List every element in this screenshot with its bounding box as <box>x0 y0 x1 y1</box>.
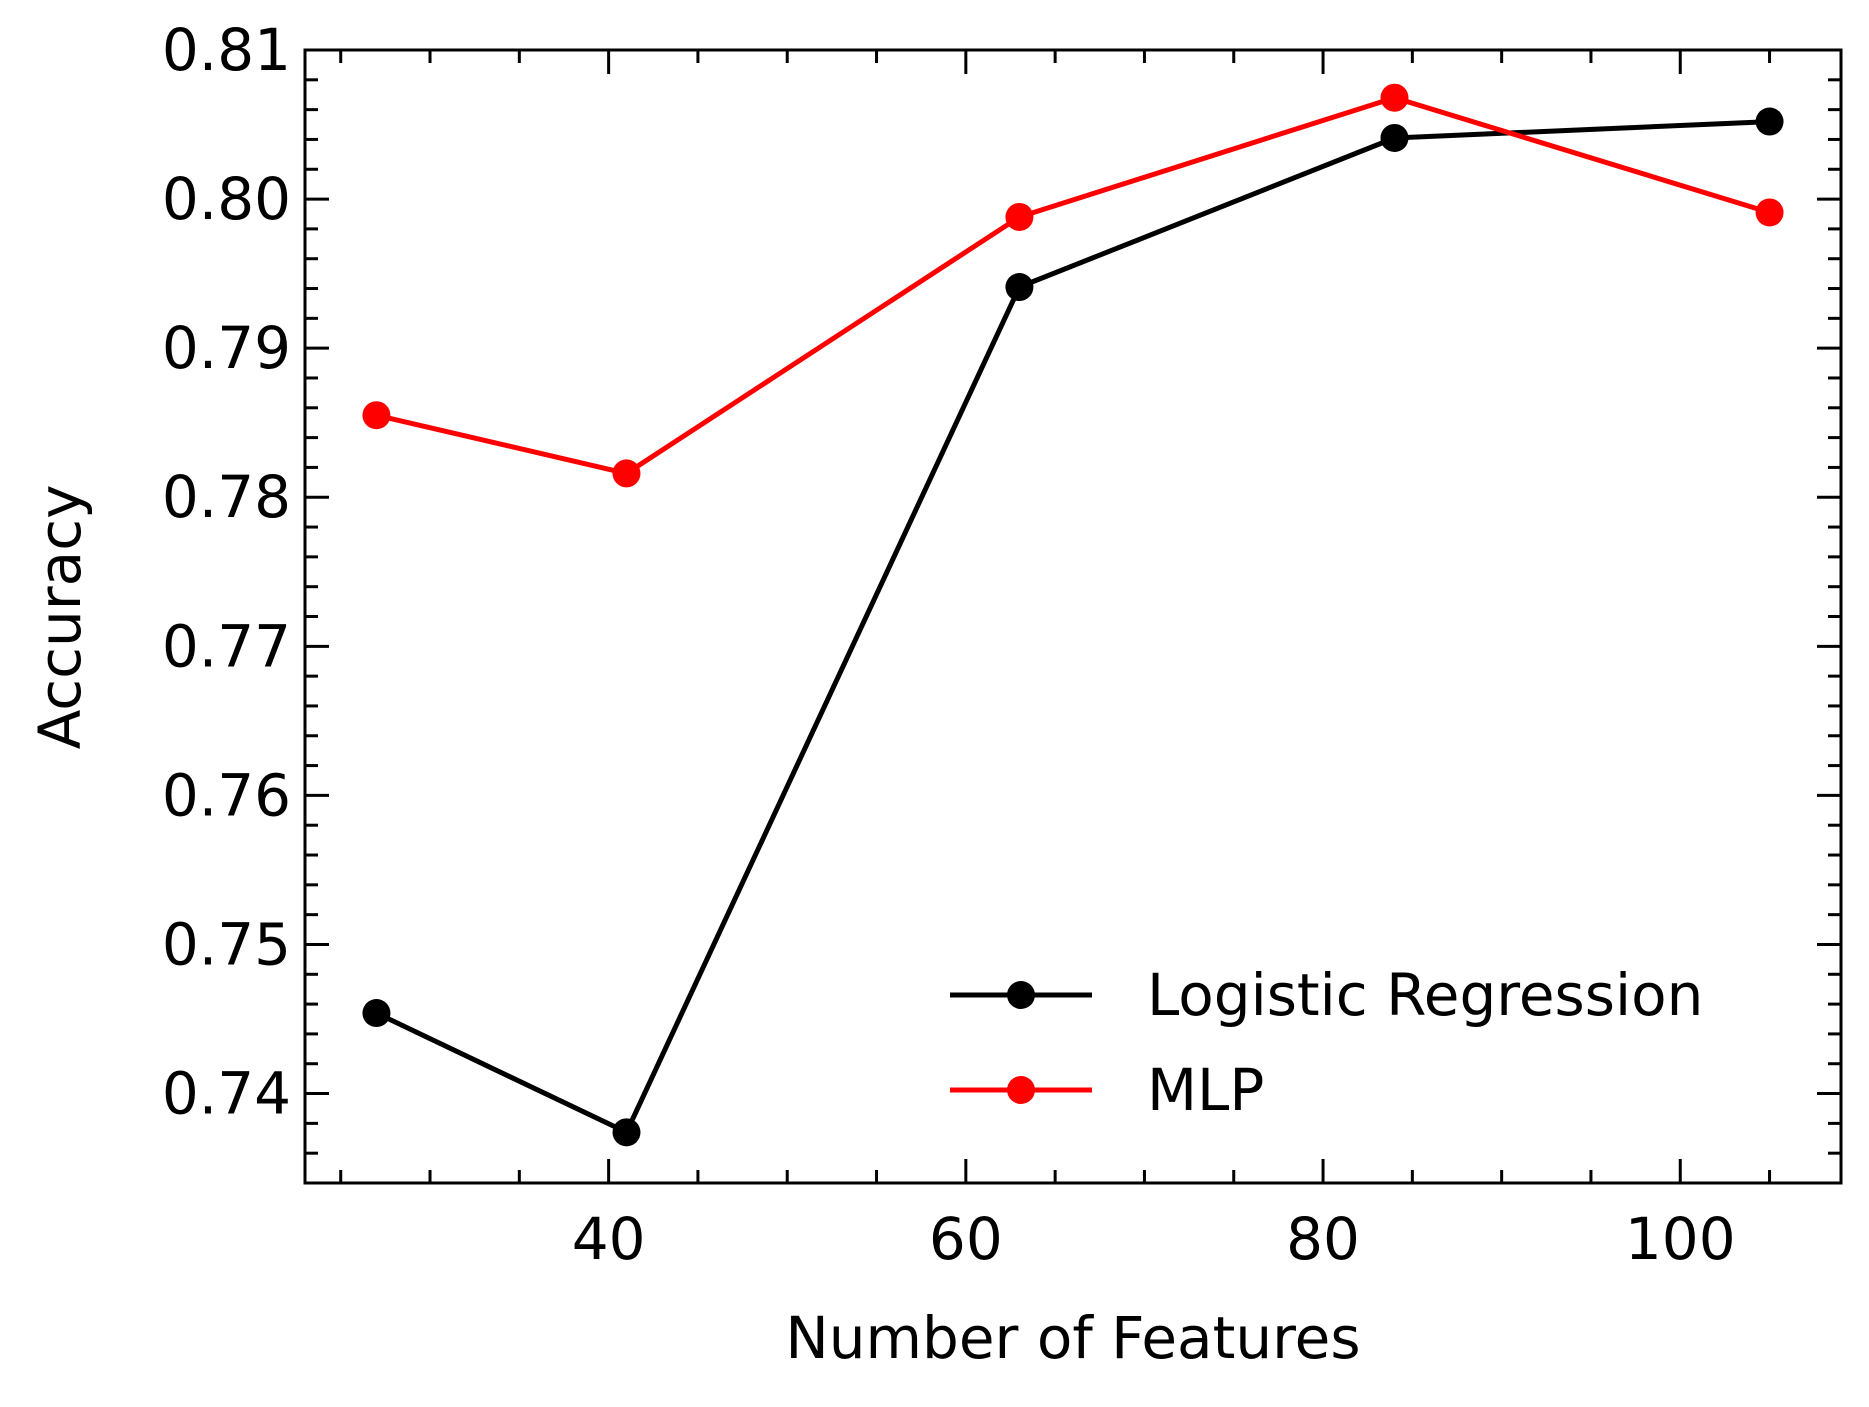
series-line-mlp <box>375 95 1771 476</box>
ticks-layer: 40 60 80 100 0.74 0.75 0.76 0.77 0.78 0.79 0.80 0.8… <box>162 16 1841 1273</box>
legend-label: MLP <box>1147 1056 1264 1124</box>
data-point-logistic-regression <box>1755 107 1784 136</box>
data-point-mlp <box>362 401 391 430</box>
data-point-logistic-regression <box>1380 123 1409 152</box>
y-tick-label: 0.79 <box>162 314 291 382</box>
legend-label: Logistic Regression <box>1147 961 1703 1029</box>
legend-marker <box>1007 981 1035 1009</box>
x-tick-label: 80 <box>1286 1205 1360 1273</box>
plot-frame <box>303 48 1843 1185</box>
x-tick-label: 40 <box>572 1205 646 1273</box>
legend: Logistic Regression MLP <box>950 961 1703 1124</box>
y-tick-label: 0.77 <box>162 612 291 680</box>
series-layer <box>362 83 1784 1147</box>
y-tick-label: 0.78 <box>162 463 291 531</box>
data-point-mlp <box>1755 198 1784 227</box>
legend-marker <box>1007 1076 1035 1104</box>
y-tick-label: 0.81 <box>162 16 291 84</box>
x-tick-label: 60 <box>929 1205 1003 1273</box>
data-point-logistic-regression <box>612 1118 641 1147</box>
data-point-mlp <box>1380 83 1409 112</box>
x-tick-label: 100 <box>1625 1205 1736 1273</box>
data-point-logistic-regression <box>1005 273 1034 302</box>
data-point-mlp <box>1005 202 1034 231</box>
data-point-mlp <box>612 459 641 488</box>
y-tick-label: 0.80 <box>162 165 291 233</box>
data-point-logistic-regression <box>362 999 391 1028</box>
y-axis-label: Accuracy <box>26 485 94 750</box>
y-tick-label: 0.75 <box>162 910 291 978</box>
y-tick-label: 0.74 <box>162 1060 291 1128</box>
x-axis-label: Number of Features <box>785 1304 1360 1372</box>
y-tick-label: 0.76 <box>162 761 291 829</box>
